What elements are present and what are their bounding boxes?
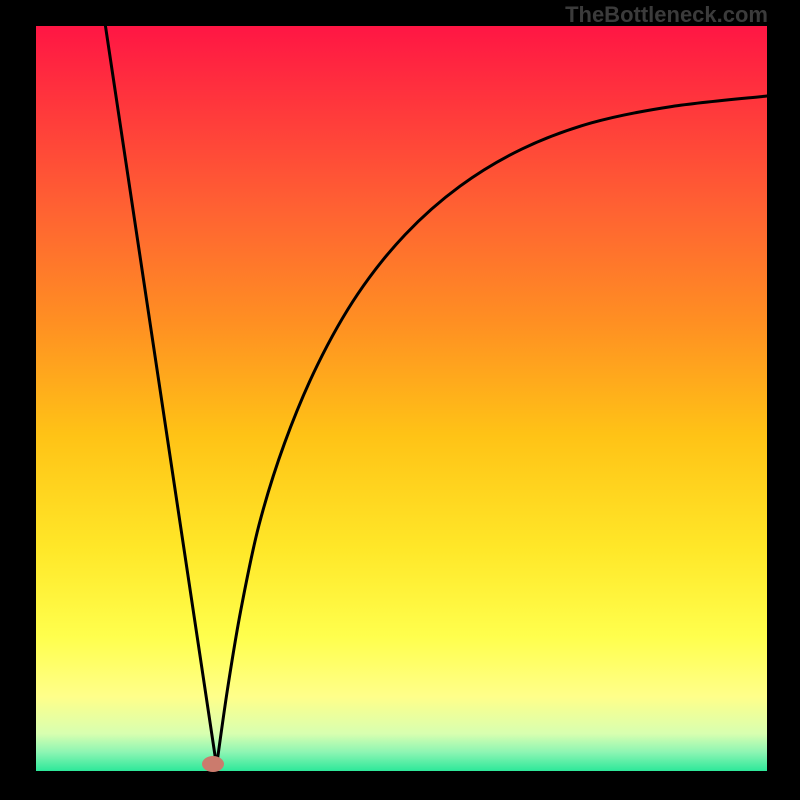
watermark-text: TheBottleneck.com xyxy=(565,2,768,28)
optimal-point-marker xyxy=(202,756,224,772)
chart-stage: TheBottleneck.com xyxy=(0,0,800,800)
plot-area xyxy=(36,26,767,771)
